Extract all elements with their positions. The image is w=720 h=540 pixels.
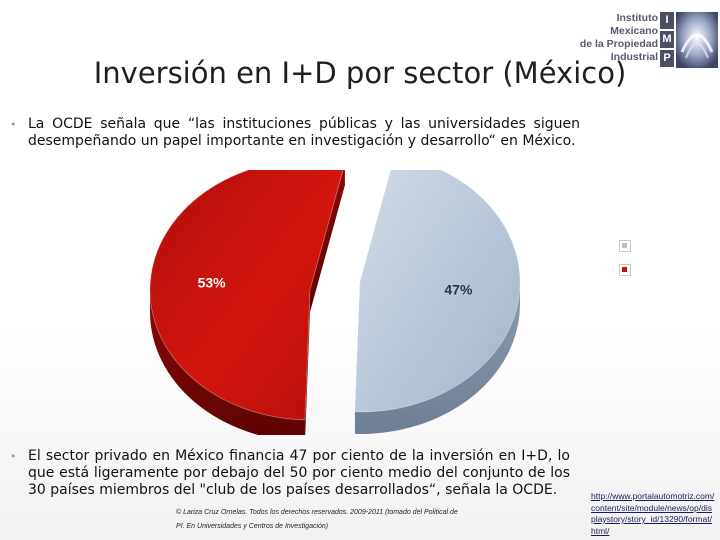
logo-letter-i: I (660, 12, 674, 29)
pie-slice-47 (354, 170, 521, 413)
bullet-dot-icon: • (10, 118, 17, 131)
chart-legend (619, 240, 633, 280)
bullet-dot-icon: • (10, 450, 17, 463)
copyright-line-1: © Lariza Cruz Ornelas. Todos los derecho… (176, 509, 458, 516)
logo-letter-m: M (660, 31, 674, 48)
pie-slice-47-side (354, 282, 520, 434)
pie-chart: 53% 47% (149, 170, 521, 435)
impi-logo: Instituto Mexicano de la Propiedad Indus… (560, 10, 720, 70)
pie-slice-53 (149, 170, 344, 421)
logo-line-2: Mexicano (610, 25, 658, 37)
copyright-line-2: PI. En Universidades y Centros de Invest… (176, 523, 329, 530)
legend-swatch-fill (622, 267, 627, 272)
bullet-2: • El sector privado en México financia 4… (10, 448, 570, 499)
logo-wordmark: Instituto Mexicano de la Propiedad Indus… (560, 12, 658, 64)
pie-slice-53-wall-0 (304, 290, 310, 435)
logo-emblem-icon (676, 12, 718, 68)
legend-swatch-fill (622, 243, 627, 248)
legend-swatch-blue (619, 240, 631, 252)
slide-title: Inversión en I+D por sector (México) (93, 56, 627, 90)
legend-swatch-red (619, 264, 631, 276)
pie-slice-47-label: 47% (444, 281, 473, 297)
pie-slice-53-label: 53% (198, 275, 227, 291)
bullet-2-text: El sector privado en México financia 47 … (28, 448, 570, 498)
bullet-1: • La OCDE señala que “las instituciones … (10, 116, 580, 150)
pie-slice-53-wall-1 (310, 170, 345, 312)
pie-slice-53-side (150, 290, 305, 435)
logo-line-3: de la Propiedad (579, 38, 658, 50)
logo-letter-p: P (660, 50, 674, 67)
source-link[interactable]: http://www.portalautomotriz.com/content/… (591, 491, 715, 536)
logo-letters: I M P (660, 12, 674, 68)
logo-line-4: Industrial (610, 51, 658, 63)
bullet-1-text: La OCDE señala que “las instituciones pú… (28, 116, 580, 149)
copyright-note: © Lariza Cruz Ornelas. Todos los derecho… (176, 506, 536, 534)
logo-line-1: Instituto (616, 12, 658, 24)
